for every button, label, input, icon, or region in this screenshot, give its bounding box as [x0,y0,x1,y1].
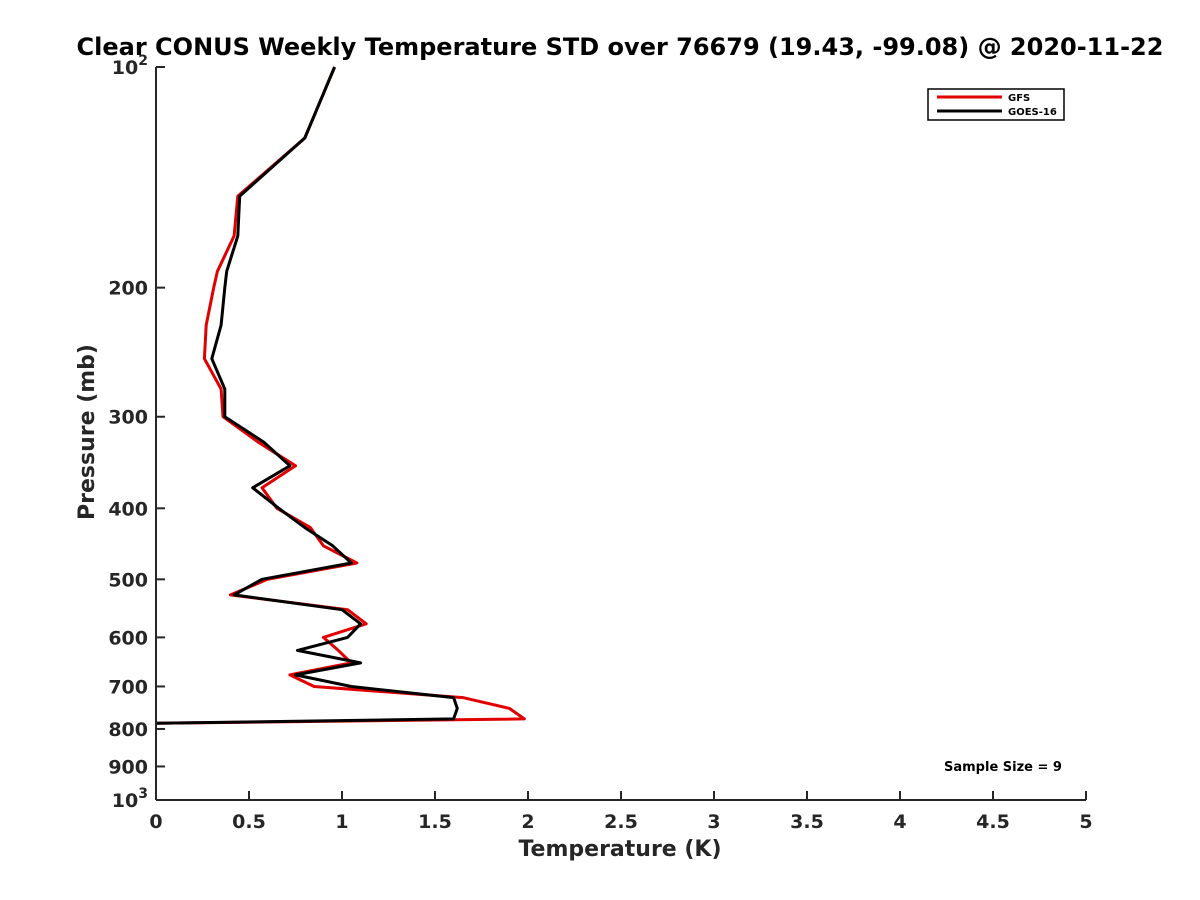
x-tick-label: 1.5 [418,811,452,833]
y-tick-label: 900 [108,756,148,778]
plot-lines [155,66,526,725]
legend-label-goes-16: GOES-16 [1008,107,1057,118]
y-tick-label: 400 [108,498,148,520]
x-tick-label: 3 [707,811,720,833]
y-tick-label: 103 [112,786,148,812]
x-tick-label: 3.5 [790,811,824,833]
chart-title: Clear CONUS Weekly Temperature STD over … [77,33,1164,61]
y-tick-label: 600 [108,627,148,649]
x-tick-label: 4 [893,811,906,833]
y-tick-label: 300 [108,407,148,429]
y-axis-label: Pressure (mb) [75,344,100,520]
legend-box [927,88,1065,121]
x-tick-label: 5 [1079,811,1092,833]
y-axis-ticks: 102 200 300 400 500 600 700 800 900 103 [108,53,165,812]
x-tick-label: 1 [335,811,348,833]
x-tick-label: 0.5 [232,811,266,833]
x-axis-label: Temperature (K) [518,837,721,862]
axes [155,67,1086,801]
y-tick-label: 800 [108,719,148,741]
x-tick-label: 2.5 [604,811,638,833]
y-tick-label: 102 [112,53,148,79]
x-tick-label: 4.5 [976,811,1010,833]
y-tick-label: 700 [108,676,148,698]
y-tick-label: 500 [108,569,148,591]
x-tick-label: 2 [521,811,534,833]
series-line-gfs [155,66,526,725]
y-tick-label: 200 [108,278,148,300]
legend: GFS GOES-16 [927,88,1065,121]
legend-label-gfs: GFS [1008,93,1030,104]
series-line-goes-16 [155,66,459,725]
x-axis-ticks: 0 0.5 1 1.5 2 2.5 3 3.5 4 4.5 5 [149,791,1093,833]
sample-size-annotation: Sample Size = 9 [944,760,1062,775]
x-tick-label: 0 [149,811,162,833]
